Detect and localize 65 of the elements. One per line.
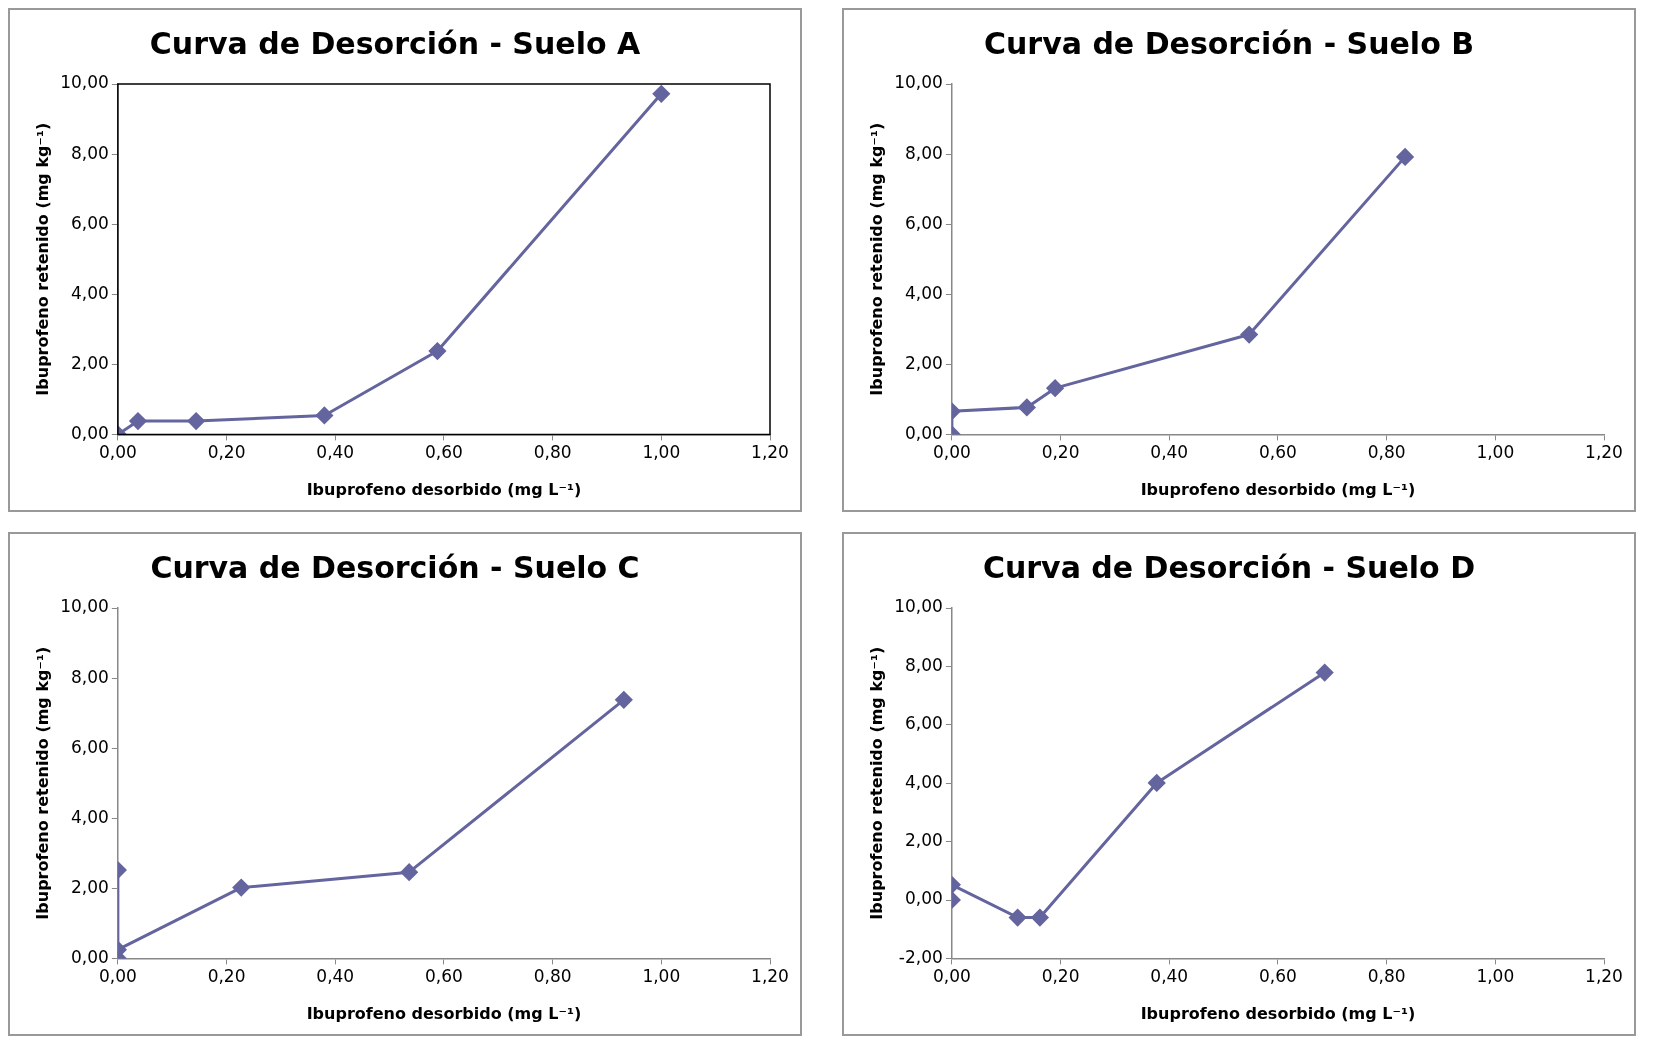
y-tick-label: 10,00	[60, 596, 109, 617]
x-tick-label: 1,20	[1585, 442, 1623, 463]
x-tick-label: 0,40	[1150, 966, 1189, 987]
y-tick-label: 4,00	[905, 282, 943, 303]
y-tick-label: 0,00	[71, 946, 109, 967]
chart-title: Curva de Desorción - Suelo D	[982, 549, 1476, 585]
x-tick-label: 1,00	[1476, 966, 1515, 987]
y-tick-label: 6,00	[905, 713, 943, 734]
y-axis-title: Ibuprofeno retenido (mg kg⁻¹)	[32, 122, 52, 396]
x-tick-label: 0,80	[1367, 442, 1406, 463]
x-tick-label: 1,20	[751, 442, 789, 463]
y-tick-label: 4,00	[71, 806, 109, 827]
y-tick-label: 6,00	[71, 736, 109, 757]
y-axis-title: Ibuprofeno retenido (mg kg⁻¹)	[866, 122, 886, 396]
y-tick-label: 2,00	[71, 876, 109, 897]
y-tick-label: 2,00	[905, 830, 943, 851]
x-tick-label: 0,00	[932, 966, 971, 987]
y-axis-title: Ibuprofeno retenido (mg kg⁻¹)	[866, 646, 886, 920]
x-tick-label: 0,00	[98, 442, 137, 463]
y-tick-label: 4,00	[905, 771, 943, 792]
chart-title: Curva de Desorción - Suelo A	[149, 25, 641, 61]
x-tick-label: 0,80	[533, 442, 572, 463]
x-tick-label: 0,40	[316, 966, 355, 987]
x-tick-label: 0,00	[932, 442, 971, 463]
chart-title: Curva de Desorción - Suelo B	[983, 25, 1475, 61]
x-tick-label: 1,00	[642, 442, 681, 463]
x-tick-label: 0,40	[316, 442, 355, 463]
y-tick-label: 10,00	[894, 596, 943, 617]
x-tick-label: 0,60	[425, 966, 463, 987]
x-tick-label: 0,20	[1041, 966, 1080, 987]
y-tick-label: 8,00	[71, 142, 109, 163]
y-axis-title: Ibuprofeno retenido (mg kg⁻¹)	[32, 646, 52, 920]
x-tick-label: 0,60	[1259, 966, 1297, 987]
y-tick-label: 0,00	[71, 422, 109, 443]
y-tick-label: 6,00	[71, 212, 109, 233]
x-tick-label: 0,40	[1150, 442, 1189, 463]
x-tick-label: 0,80	[1367, 966, 1406, 987]
y-tick-label: 2,00	[71, 352, 109, 373]
x-tick-label: 1,00	[1476, 442, 1515, 463]
x-tick-label: 0,60	[1259, 442, 1297, 463]
x-tick-label: 0,80	[533, 966, 572, 987]
y-tick-label: 0,00	[905, 888, 943, 909]
y-tick-label: 2,00	[905, 352, 943, 373]
x-tick-label: 0,60	[425, 442, 463, 463]
x-axis-title: Ibuprofeno desorbido (mg L⁻¹)	[1140, 479, 1416, 499]
y-tick-label: 10,00	[60, 72, 109, 93]
y-tick-label: 8,00	[905, 142, 943, 163]
x-tick-label: 0,20	[207, 442, 246, 463]
x-axis-title: Ibuprofeno desorbido (mg L⁻¹)	[306, 479, 582, 499]
y-tick-label: 10,00	[894, 72, 943, 93]
x-tick-label: 1,20	[1585, 966, 1623, 987]
x-tick-label: 1,20	[751, 966, 789, 987]
x-tick-label: 0,20	[207, 966, 246, 987]
chart-title: Curva de Desorción - Suelo C	[150, 549, 640, 585]
y-tick-label: 4,00	[71, 282, 109, 303]
x-axis-title: Ibuprofeno desorbido (mg L⁻¹)	[306, 1003, 582, 1023]
x-tick-label: 1,00	[642, 966, 681, 987]
x-tick-label: 0,20	[1041, 442, 1080, 463]
y-tick-label: 0,00	[905, 422, 943, 443]
y-tick-label: 8,00	[71, 666, 109, 687]
x-tick-label: 0,00	[98, 966, 137, 987]
x-axis-title: Ibuprofeno desorbido (mg L⁻¹)	[1140, 1003, 1416, 1023]
y-tick-label: 8,00	[905, 654, 943, 675]
y-tick-label: -2,00	[898, 946, 943, 967]
y-tick-label: 6,00	[905, 212, 943, 233]
